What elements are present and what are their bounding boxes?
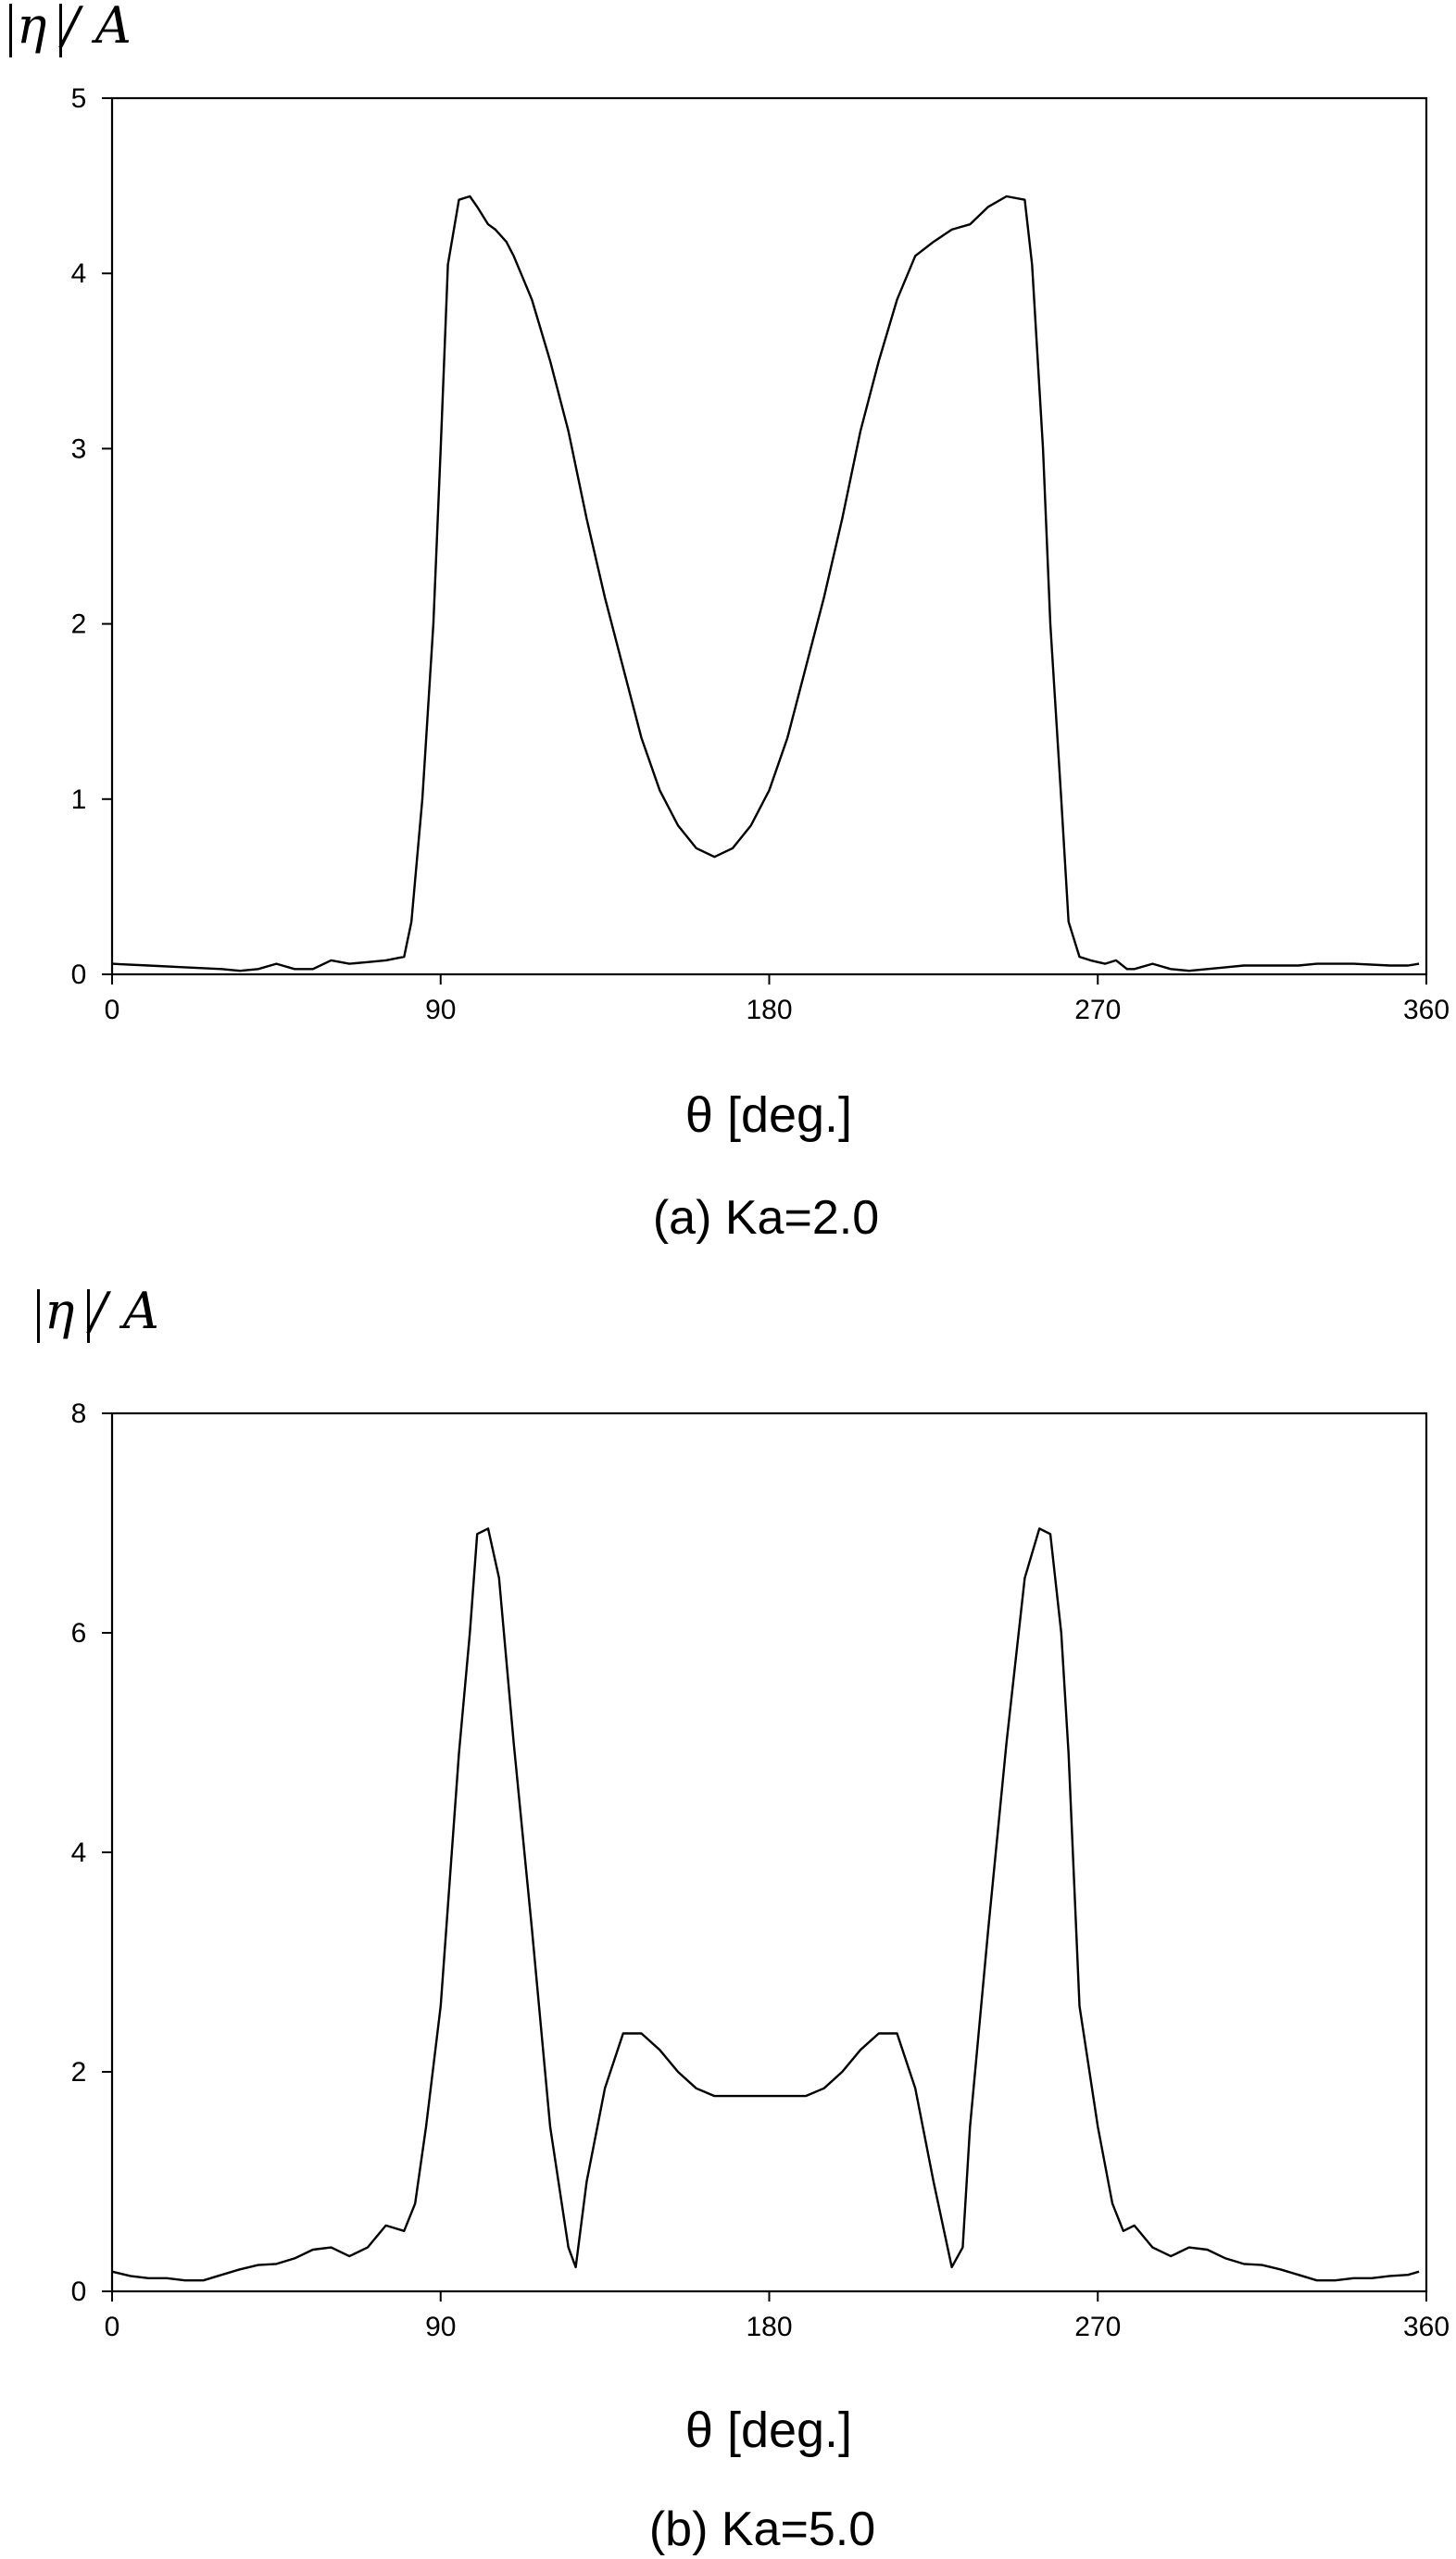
x-tick-label-a-1: 90 xyxy=(425,995,456,1025)
y-tick-label-b-1: 2 xyxy=(71,2057,87,2088)
ylabel-b-left-bar xyxy=(37,1289,40,1343)
ylabel-a-text: η / A xyxy=(17,0,132,55)
xlabel-b: θ [deg.] xyxy=(685,2402,852,2458)
series-line-a xyxy=(111,194,1420,972)
y-tick-label-a-2: 2 xyxy=(71,609,87,640)
y-tick-label-b-2: 4 xyxy=(71,1838,87,1868)
plot-frame-a xyxy=(110,96,1428,976)
x-tick-label-b-4: 360 xyxy=(1403,2312,1450,2342)
x-tick-label-a-0: 0 xyxy=(105,995,120,1025)
y-tick-label-a-4: 4 xyxy=(71,258,87,289)
xlabel-a: θ [deg.] xyxy=(685,1087,852,1143)
plot-frame-b xyxy=(110,1411,1428,2293)
x-tick-label-b-3: 270 xyxy=(1074,2312,1121,2342)
ylabel-a-left-bar xyxy=(9,4,12,57)
x-tick-label-b-2: 180 xyxy=(746,2312,792,2342)
x-tick-label-b-1: 90 xyxy=(425,2312,456,2342)
y-tick-label-b-4: 8 xyxy=(71,1399,87,1429)
ticks-b: 0 90 180 270 360 0 2 4 6 8 xyxy=(71,1399,1450,2342)
y-tick-label-a-0: 0 xyxy=(71,960,87,990)
panel-b: η / A 0 90 180 270 360 0 2 4 6 8 θ [deg.] (b) Ka=… xyxy=(37,1282,1450,2556)
x-tick-label-a-3: 270 xyxy=(1074,995,1121,1025)
ylabel-b-text: η / A xyxy=(44,1282,159,1340)
ticks-a: 0 90 180 270 360 0 1 2 3 4 5 xyxy=(71,83,1450,1025)
caption-a: (a) Ka=2.0 xyxy=(653,1191,879,1245)
series-line-b xyxy=(111,1527,1420,2282)
x-tick-label-b-0: 0 xyxy=(105,2312,120,2342)
x-tick-label-a-2: 180 xyxy=(746,995,792,1025)
ylabel-b-right-bar xyxy=(87,1289,90,1343)
ylabel-a: η / A xyxy=(9,0,132,57)
caption-b: (b) Ka=5.0 xyxy=(649,2503,875,2556)
y-tick-label-a-1: 1 xyxy=(71,784,87,815)
x-tick-label-a-4: 360 xyxy=(1403,995,1450,1025)
y-tick-label-a-5: 5 xyxy=(71,83,87,114)
ylabel-a-right-bar xyxy=(59,4,62,57)
y-tick-label-b-3: 6 xyxy=(71,1618,87,1649)
y-tick-label-a-3: 3 xyxy=(71,433,87,464)
ylabel-b: η / A xyxy=(37,1282,159,1343)
panel-a: η / A 0 90 180 270 360 0 1 2 3 4 5 θ [deg.] (a) Ka… xyxy=(9,0,1450,1245)
y-tick-label-b-0: 0 xyxy=(71,2277,87,2307)
